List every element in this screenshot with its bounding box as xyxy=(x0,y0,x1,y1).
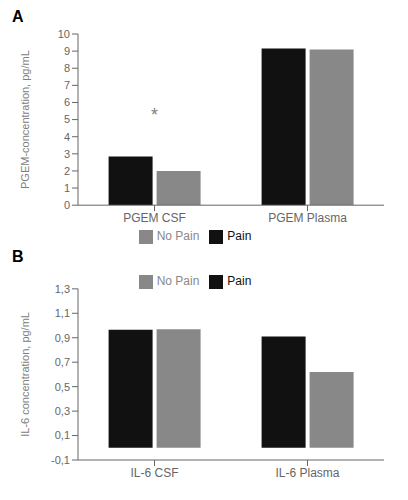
html-text:Pain: Pain xyxy=(227,274,252,288)
svg-text:10: 10 xyxy=(58,28,70,40)
svg-text:PGEM-concentration, pg/mL: PGEM-concentration, pg/mL xyxy=(19,50,31,189)
html-text:No Pain: No Pain xyxy=(156,229,200,244)
svg-text:5: 5 xyxy=(64,113,70,125)
svg-text:PGEM CSF: PGEM CSF xyxy=(123,211,186,225)
html-text:No Pain: No Pain xyxy=(156,274,200,288)
svg-text:0,3: 0,3 xyxy=(55,405,70,417)
svg-text:2: 2 xyxy=(64,165,70,177)
svg-text:9: 9 xyxy=(64,45,70,57)
svg-text:PGEM Plasma: PGEM Plasma xyxy=(268,211,347,225)
html-text:Pain: Pain xyxy=(227,229,252,244)
svg-text:4: 4 xyxy=(64,131,70,143)
svg-text:0,9: 0,9 xyxy=(55,332,70,344)
svg-text:0: 0 xyxy=(64,199,70,211)
svg-text:1: 1 xyxy=(64,182,70,194)
svg-text:0,1: 0,1 xyxy=(55,429,70,441)
svg-text:IL-6 CSF: IL-6 CSF xyxy=(130,466,178,480)
svg-text:*: * xyxy=(151,105,158,125)
svg-text:1,3: 1,3 xyxy=(55,283,70,295)
svg-text:3: 3 xyxy=(64,148,70,160)
svg-text:-0,1: -0,1 xyxy=(51,454,70,466)
svg-text:IL-6 concentration, pg/mL: IL-6 concentration, pg/mL xyxy=(19,312,31,437)
svg-text:0,5: 0,5 xyxy=(55,381,70,393)
svg-text:1,1: 1,1 xyxy=(55,307,70,319)
svg-text:8: 8 xyxy=(64,62,70,74)
svg-text:0,7: 0,7 xyxy=(55,356,70,368)
svg-text:7: 7 xyxy=(64,79,70,91)
html-text:A: A xyxy=(12,8,24,25)
svg-text:IL-6 Plasma: IL-6 Plasma xyxy=(275,466,339,480)
html-text:B: B xyxy=(12,248,24,265)
svg-text:6: 6 xyxy=(64,96,70,108)
